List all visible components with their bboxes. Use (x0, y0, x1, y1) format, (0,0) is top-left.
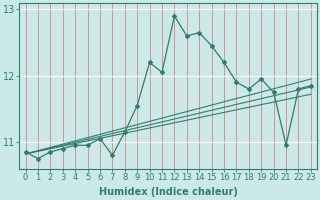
X-axis label: Humidex (Indice chaleur): Humidex (Indice chaleur) (99, 187, 238, 197)
